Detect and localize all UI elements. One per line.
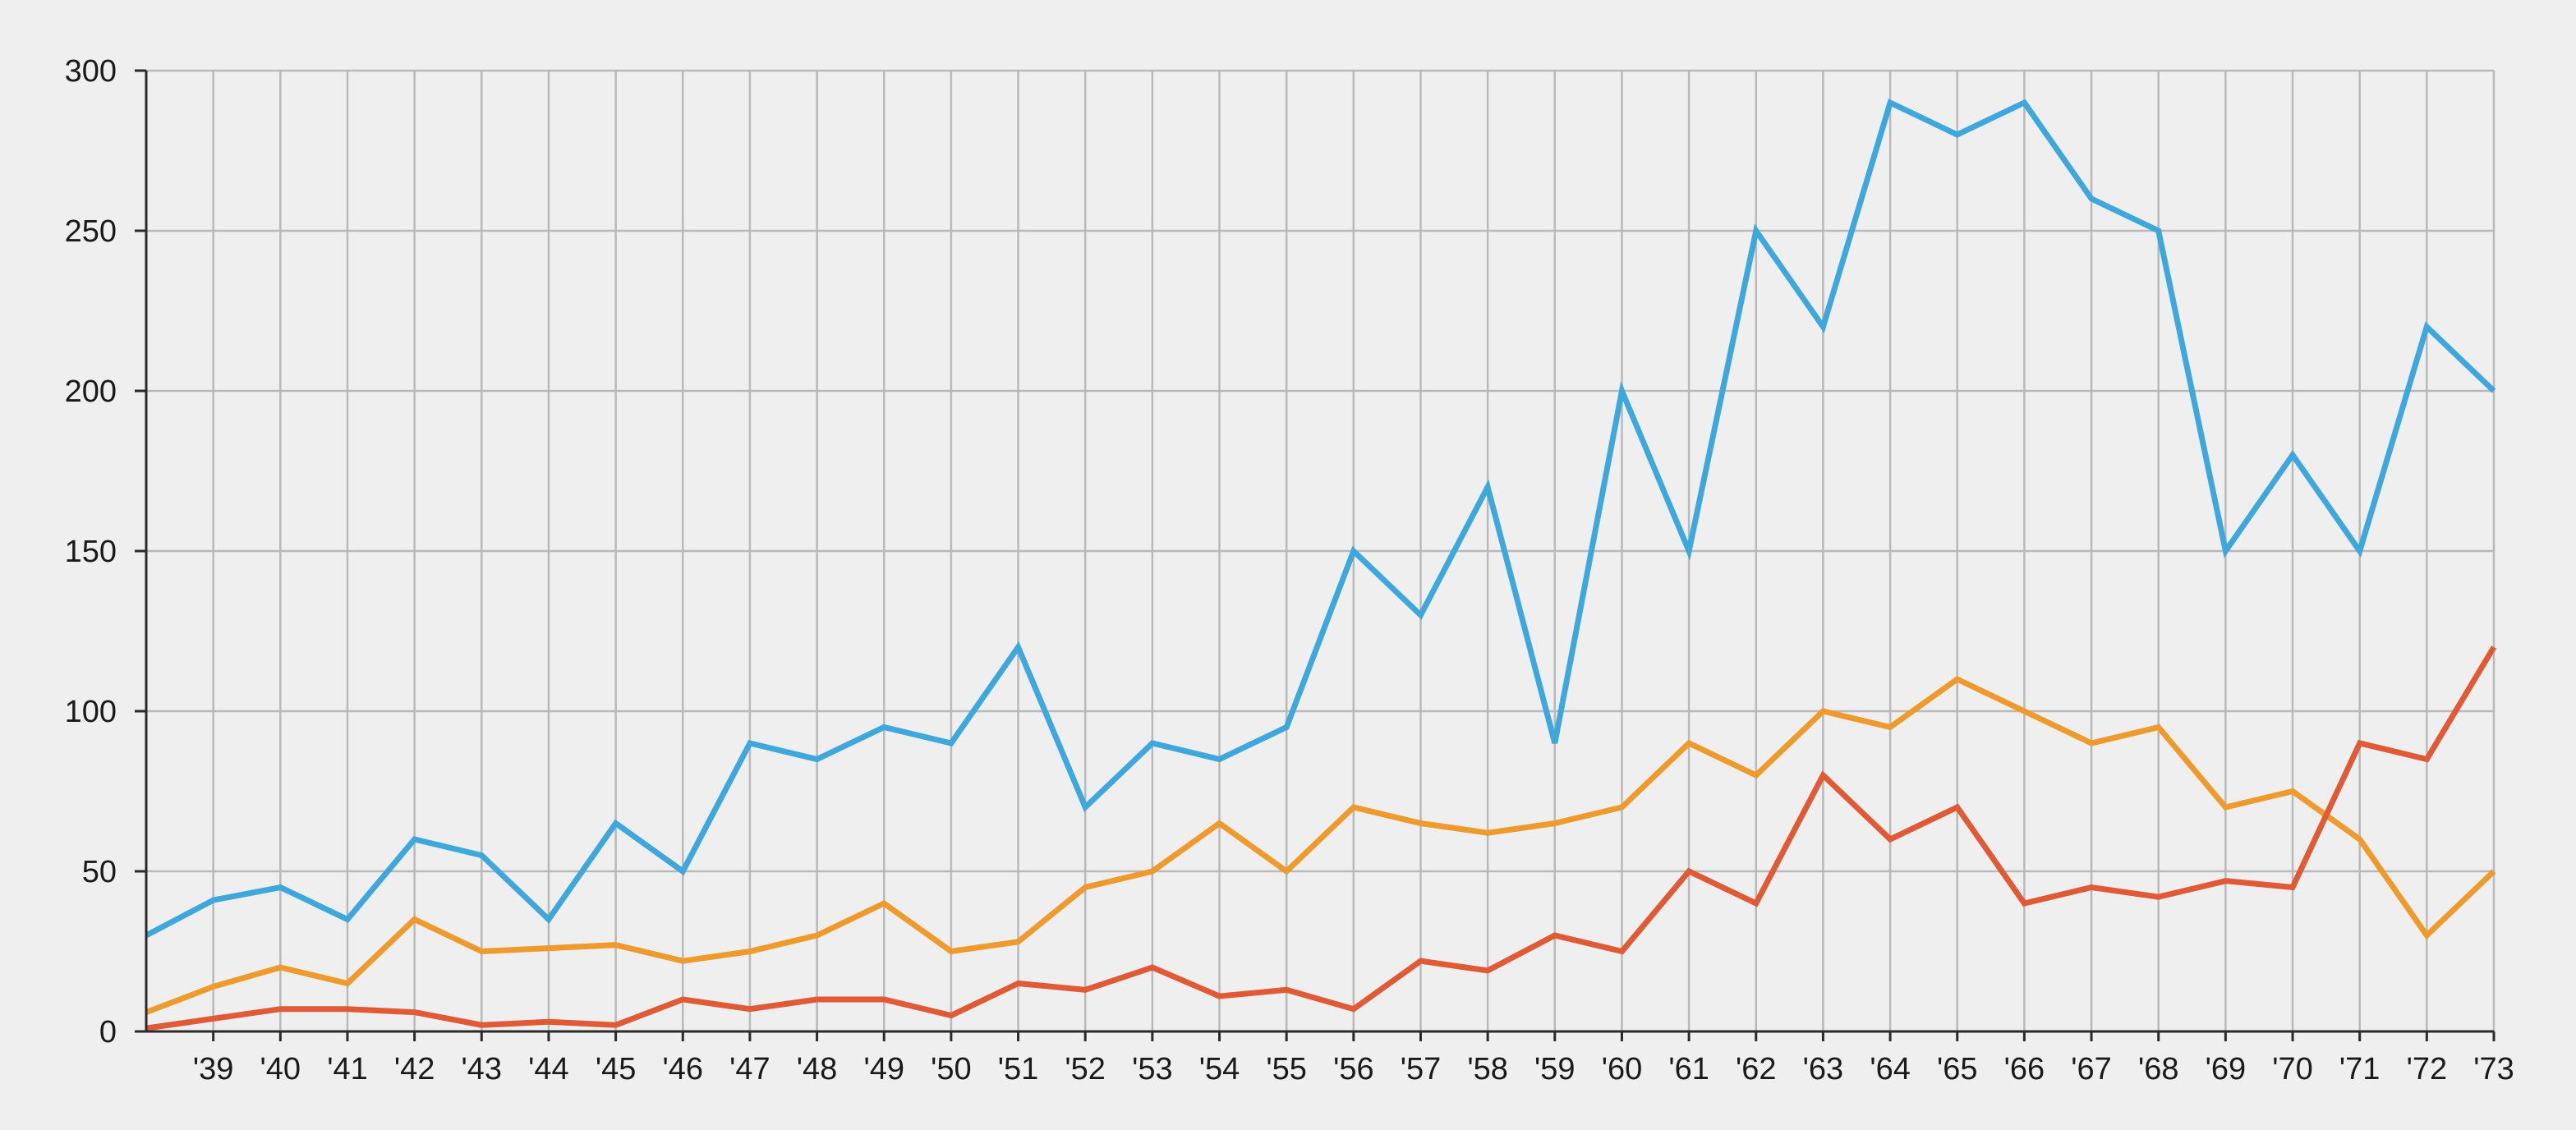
x-tick-label: '73: [2473, 1052, 2514, 1086]
x-tick-label: '43: [462, 1052, 503, 1086]
grid: [145, 69, 2496, 1031]
x-tick-label: '44: [528, 1052, 569, 1086]
x-tick-label: '60: [1602, 1052, 1643, 1086]
x-tick-label: '65: [1937, 1052, 1978, 1086]
y-tick-label: 100: [65, 695, 117, 729]
series-lines: [145, 99, 2497, 1031]
y-tick-label: 150: [65, 535, 117, 569]
x-tick-label: '47: [729, 1052, 770, 1086]
x-tick-label: '52: [1065, 1052, 1106, 1086]
x-tick-label: '64: [1870, 1052, 1911, 1086]
x-tick-label: '41: [327, 1052, 368, 1086]
x-tick-label: '54: [1199, 1052, 1240, 1086]
x-tick-label: '58: [1467, 1052, 1508, 1086]
x-axis-tick-labels: '39 '40 '41 '42 '43 '44 '45 '46 '47 '48 '49 '50 '51 '…: [193, 1052, 2514, 1086]
series-line-1: [145, 99, 2496, 939]
x-tick-label: '71: [2339, 1052, 2380, 1086]
x-tick-label: '51: [998, 1052, 1039, 1086]
x-tick-label: '68: [2138, 1052, 2179, 1086]
series-line-2: [145, 675, 2496, 1015]
x-tick-label: '50: [931, 1052, 972, 1086]
x-tick-label: '63: [1803, 1052, 1844, 1086]
y-tick-label: 50: [82, 855, 117, 889]
x-tick-label: '70: [2272, 1052, 2313, 1086]
x-tick-label: '61: [1668, 1052, 1709, 1086]
x-tick-label: '49: [863, 1052, 904, 1086]
series-line-3: [145, 645, 2497, 1031]
x-tick-label: '46: [662, 1052, 703, 1086]
x-tick-label: '42: [394, 1052, 435, 1086]
x-tick-label: '40: [260, 1052, 301, 1086]
x-tick-label: '48: [797, 1052, 838, 1086]
y-tick-label: 300: [65, 54, 117, 89]
x-tick-label: '53: [1132, 1052, 1173, 1086]
y-axis-tick-labels: 0 50 100 150 200 250 300: [65, 54, 117, 1050]
x-tick-label: '45: [596, 1052, 637, 1086]
x-tick-label: '55: [1266, 1052, 1307, 1086]
x-tick-label: '72: [2407, 1052, 2448, 1086]
x-tick-label: '62: [1736, 1052, 1777, 1086]
y-tick-label: 0: [99, 1015, 117, 1050]
y-tick-label: 250: [65, 214, 117, 249]
x-tick-label: '66: [2004, 1052, 2045, 1086]
x-tick-label: '56: [1333, 1052, 1374, 1086]
axes: [135, 69, 2496, 1041]
x-tick-label: '69: [2206, 1052, 2247, 1086]
x-tick-label: '59: [1534, 1052, 1576, 1086]
x-tick-label: '39: [193, 1052, 234, 1086]
x-tick-label: '57: [1401, 1052, 1442, 1086]
y-tick-label: 200: [65, 374, 117, 409]
x-tick-label: '67: [2071, 1052, 2112, 1086]
